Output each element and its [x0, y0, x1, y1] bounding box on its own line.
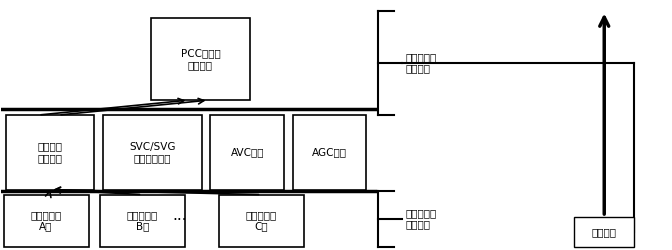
Bar	[574, 217, 634, 247]
Bar	[210, 115, 284, 190]
Bar	[3, 194, 89, 247]
Text: ···: ···	[172, 213, 187, 228]
Text: 混合仿真: 混合仿真	[592, 227, 617, 237]
Bar	[6, 115, 94, 190]
Bar	[103, 115, 202, 190]
Text: PCC并网点
（高压）: PCC并网点 （高压）	[181, 48, 220, 70]
Text: AVC系统: AVC系统	[230, 147, 264, 157]
Text: 厂站级功率
控制特性: 厂站级功率 控制特性	[406, 52, 437, 74]
Bar	[151, 18, 250, 100]
Bar	[219, 194, 304, 247]
Text: 光伏逆变器
C型: 光伏逆变器 C型	[246, 210, 277, 232]
Text: 光伏逆变器
B型: 光伏逆变器 B型	[127, 210, 158, 232]
Text: AGC系统: AGC系统	[312, 147, 347, 157]
Bar	[292, 115, 366, 190]
Bar	[100, 194, 185, 247]
Text: 汇集母线
（低压）: 汇集母线 （低压）	[38, 142, 62, 163]
Text: 单元级功率
控制特性: 单元级功率 控制特性	[406, 208, 437, 230]
Text: SVC/SVG
无功补偿装置: SVC/SVG 无功补偿装置	[129, 142, 175, 163]
Text: 光伏逆变器
A型: 光伏逆变器 A型	[30, 210, 62, 232]
